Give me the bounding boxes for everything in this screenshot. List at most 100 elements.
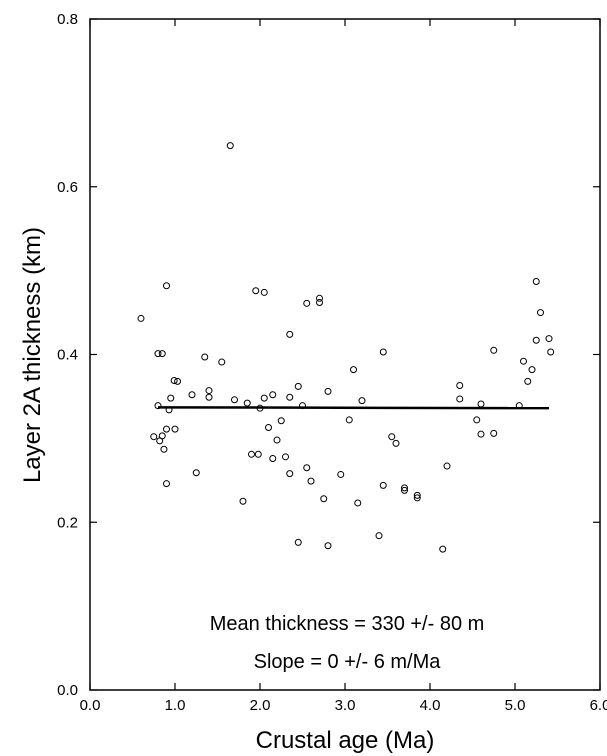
data-point	[392, 439, 400, 447]
data-point	[477, 400, 485, 408]
data-point	[490, 429, 498, 437]
data-point	[205, 387, 213, 395]
data-point	[316, 298, 323, 306]
data-point	[218, 358, 226, 366]
data-point	[473, 416, 481, 424]
data-point	[294, 538, 302, 546]
y-axis-title: Layer 2A thickness (km)	[19, 227, 46, 483]
x-axis-title: Crustal age (Ma)	[256, 727, 435, 754]
data-point	[260, 394, 268, 402]
x-tick-label: 6.0	[590, 697, 607, 714]
data-point	[201, 353, 209, 361]
data-point	[188, 391, 196, 399]
data-point	[413, 494, 421, 502]
data-point	[163, 425, 170, 433]
x-tick-label: 2.0	[250, 697, 271, 714]
annotation-mean: Mean thickness = 330 +/- 80 m	[210, 613, 485, 635]
data-point	[524, 377, 532, 385]
data-point	[269, 391, 277, 399]
data-point	[254, 450, 262, 458]
data-point	[545, 335, 553, 343]
data-point	[547, 348, 555, 356]
data-point	[137, 314, 145, 322]
x-tick-label: 4.0	[420, 697, 441, 714]
data-point	[158, 432, 166, 440]
data-point	[303, 299, 311, 307]
data-point	[439, 545, 447, 553]
data-point	[231, 396, 238, 404]
data-point	[286, 330, 294, 338]
data-point	[160, 445, 168, 453]
y-tick-label: 0.2	[57, 514, 78, 531]
plot-frame	[89, 18, 601, 691]
data-point	[537, 309, 544, 317]
data-point	[273, 436, 281, 444]
y-tick-label: 0.8	[57, 11, 78, 28]
data-point	[401, 484, 408, 492]
data-point	[358, 397, 366, 405]
x-axis: 0.0 1.0 2.0 3.0 4.0 5.0 6.0	[80, 19, 607, 714]
data-point	[354, 499, 362, 507]
data-point	[154, 350, 162, 358]
data-point	[260, 288, 268, 296]
data-point	[163, 480, 170, 488]
data-point	[456, 382, 464, 390]
data-point	[294, 382, 302, 390]
data-point	[401, 486, 408, 494]
regression-line	[157, 406, 550, 410]
x-tick-label: 1.0	[165, 697, 186, 714]
data-point	[520, 357, 527, 365]
data-point	[226, 142, 234, 150]
data-point	[248, 450, 255, 458]
data-point	[158, 350, 166, 358]
data-point	[379, 481, 387, 489]
y-axis: 0.0 0.2 0.4 0.6 0.8	[57, 11, 600, 699]
data-point	[532, 336, 540, 344]
data-point	[477, 430, 485, 438]
data-point	[277, 417, 285, 425]
x-tick-label: 3.0	[335, 697, 356, 714]
data-point	[163, 282, 170, 290]
data-point	[239, 497, 247, 505]
data-point	[456, 395, 464, 403]
data-point	[269, 455, 277, 463]
data-point	[316, 294, 323, 302]
y-tick-label: 0.0	[57, 682, 78, 699]
data-point	[320, 495, 328, 503]
data-point	[375, 532, 383, 540]
x-tick-label: 0.0	[80, 697, 101, 714]
data-points	[137, 142, 555, 553]
data-point	[154, 402, 162, 410]
data-point	[413, 491, 421, 499]
data-point	[192, 469, 200, 477]
data-point	[286, 470, 294, 478]
data-point	[345, 416, 353, 424]
annotation-slope: Slope = 0 +/- 6 m/Ma	[254, 651, 442, 673]
data-point	[171, 425, 179, 433]
data-point	[324, 542, 332, 550]
y-tick-label: 0.4	[57, 347, 78, 364]
data-point	[174, 377, 182, 385]
data-point	[243, 399, 251, 407]
data-point	[388, 433, 396, 441]
data-point	[528, 366, 536, 374]
data-point	[324, 387, 332, 395]
data-point	[303, 464, 311, 472]
data-point	[167, 394, 175, 402]
data-point	[252, 287, 260, 295]
data-point	[337, 470, 345, 478]
data-point	[205, 393, 213, 401]
x-tick-label: 5.0	[505, 697, 526, 714]
data-point	[150, 433, 158, 441]
data-point	[170, 377, 178, 385]
data-point	[307, 477, 315, 485]
data-point	[265, 423, 272, 431]
data-point	[443, 462, 451, 470]
data-point	[490, 346, 498, 354]
data-point	[379, 348, 387, 356]
y-tick-label: 0.6	[57, 179, 78, 196]
data-point	[532, 278, 540, 286]
data-point	[282, 453, 289, 461]
data-point	[286, 393, 294, 401]
